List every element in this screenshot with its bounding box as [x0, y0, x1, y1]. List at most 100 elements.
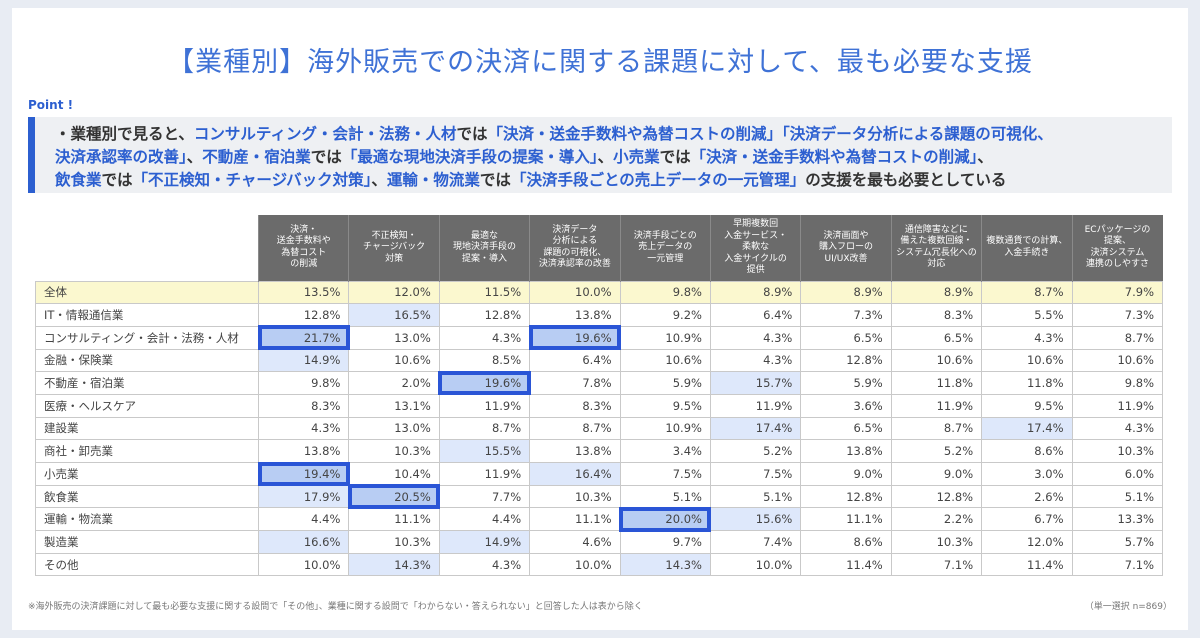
- table-cell: 9.7%: [619, 530, 711, 554]
- table-cell: 2.2%: [890, 507, 983, 532]
- table-cell: 10.9%: [619, 416, 711, 441]
- table-cell: 8.7%: [1071, 325, 1164, 350]
- table-cell: 8.9%: [800, 280, 892, 305]
- table-cell: 4.3%: [438, 552, 531, 577]
- table-cell: 10.3%: [348, 439, 440, 463]
- table-row: コンサルティング・会計・法務・人材 21.7% 13.0% 4.3% 19.6% 10.9…: [35, 325, 1164, 351]
- table-cell: 7.1%: [1071, 552, 1164, 577]
- table-cell: 8.6%: [800, 530, 892, 554]
- row-label: その他: [35, 552, 259, 577]
- point-text: では: [310, 148, 342, 166]
- point-highlight: 不動産・宿泊業: [202, 148, 311, 166]
- column-header: 不正検知・ チャージバック 対策: [348, 215, 440, 281]
- table-cell: 4.3%: [1071, 416, 1164, 441]
- table-cell: 11.1%: [529, 507, 621, 532]
- table-cell: 7.8%: [529, 371, 621, 395]
- table-cell: 6.5%: [800, 325, 892, 350]
- table-cell: 11.9%: [1071, 393, 1164, 418]
- point-line: 決済承認率の改善」、不動産・宿泊業では「最適な現地決済手段の提案・導入」、小売業…: [55, 146, 1172, 169]
- row-label: 飲食業: [35, 484, 259, 509]
- table-cell: 10.0%: [529, 280, 621, 305]
- table-cell: 9.8%: [257, 371, 350, 395]
- table-cell: 13.8%: [529, 303, 621, 327]
- table-header-row: 決済・ 送金手数料や 為替コスト の削減 不正検知・ チャージバック 対策 最適な …: [35, 215, 1163, 281]
- table-cell: 4.3%: [981, 325, 1073, 350]
- point-highlight: 決済承認率の改善」: [55, 148, 187, 166]
- row-label: IT・情報通信業: [35, 303, 259, 327]
- table-cell: 9.8%: [1071, 371, 1164, 395]
- point-text: 、: [597, 148, 614, 166]
- table-cell: 11.8%: [890, 371, 983, 395]
- table-cell: 5.7%: [1071, 530, 1164, 554]
- table-cell: 10.0%: [529, 552, 621, 577]
- table-cell: 17.4%: [981, 416, 1073, 441]
- table-cell: 15.7%: [709, 371, 802, 395]
- table-cell: 4.4%: [438, 507, 531, 532]
- row-label: 金融・保険業: [35, 348, 259, 373]
- table-cell: 5.5%: [981, 303, 1073, 327]
- table-cell: 9.5%: [981, 393, 1073, 418]
- table-cell: 11.9%: [438, 462, 531, 486]
- table-cell: 10.3%: [348, 530, 440, 554]
- table-cell: 5.1%: [709, 484, 802, 509]
- table-cell: 12.8%: [890, 484, 983, 509]
- point-highlight: 小売業: [613, 148, 660, 166]
- row-label: 小売業: [35, 462, 259, 486]
- table-cell: 11.8%: [981, 371, 1073, 395]
- table-cell: 2.6%: [981, 484, 1073, 509]
- row-label: 商社・卸売業: [35, 439, 259, 463]
- row-label: 全体: [35, 280, 259, 305]
- point-highlight: 「決済・送金手数料や為替コストの削減」: [690, 148, 978, 166]
- point-text: では: [101, 171, 133, 189]
- table-cell: 8.7%: [981, 280, 1073, 305]
- table-cell: 14.9%: [438, 530, 531, 554]
- sample-size: （単一選択 n=869）: [1084, 602, 1172, 612]
- table-row: 全体 13.5% 12.0% 11.5% 10.0% 9.8% 8.9% 8.9% 8.9% 8.…: [35, 280, 1164, 305]
- table-cell: 8.7%: [438, 416, 531, 441]
- table-cell: 10.6%: [1071, 348, 1164, 373]
- table-cell: 12.0%: [981, 530, 1073, 554]
- point-text: 、: [371, 171, 387, 189]
- table-cell: 9.0%: [800, 462, 892, 486]
- table-cell: 14.3%: [619, 552, 711, 577]
- table-cell: 8.7%: [529, 416, 621, 441]
- table-cell: 7.3%: [1071, 303, 1164, 327]
- table-row: その他 10.0% 14.3% 4.3% 10.0% 14.3% 10.0% 11.4% 7.1…: [35, 552, 1164, 577]
- highlighted-cell: 20.0%: [619, 506, 712, 532]
- table-cell: 10.0%: [709, 552, 802, 577]
- table-cell: 14.3%: [348, 552, 440, 577]
- point-text: ・業種別で見ると、: [55, 125, 194, 143]
- table-cell: 7.3%: [800, 303, 892, 327]
- table-cell: 12.0%: [348, 280, 440, 305]
- table-cell: 5.9%: [619, 371, 711, 395]
- table-cell: 10.3%: [1071, 439, 1164, 463]
- table-cell: 8.3%: [257, 393, 350, 418]
- row-label: 建設業: [35, 416, 259, 441]
- table-cell: 5.9%: [800, 371, 892, 395]
- table-cell: 17.4%: [709, 416, 802, 441]
- table-cell: 11.4%: [800, 552, 892, 577]
- point-highlight: 「不正検知・チャージバック対策」: [132, 171, 372, 189]
- point-text: 、: [186, 148, 203, 166]
- table-row: 医療・ヘルスケア 8.3% 13.1% 11.9% 8.3% 9.5% 11.9% 3.6% 1…: [35, 393, 1164, 418]
- table-cell: 12.8%: [800, 484, 892, 509]
- column-header: 決済データ 分析による 課題の可視化、 決済承認率の改善: [529, 215, 621, 281]
- point-line: ・業種別で見ると、コンサルティング・会計・法務・人材では「決済・送金手数料や為替…: [55, 123, 1172, 146]
- table-cell: 10.6%: [348, 348, 440, 373]
- column-header: 決済・ 送金手数料や 為替コスト の削減: [257, 215, 349, 281]
- table-cell: 3.6%: [800, 393, 892, 418]
- table-cell: 4.3%: [438, 325, 531, 350]
- column-header: 通信障害などに 備えた複数回線・ システム冗長化への 対応: [890, 215, 982, 281]
- table-cell: 5.2%: [890, 439, 983, 463]
- table-cell: 6.7%: [981, 507, 1073, 532]
- table-cell: 13.8%: [257, 439, 350, 463]
- row-label: 不動産・宿泊業: [35, 371, 259, 395]
- point-highlight: コンサルティング・会計・法務・人材: [193, 125, 457, 143]
- table-cell: 11.5%: [438, 280, 531, 305]
- table-cell: 6.5%: [800, 416, 892, 441]
- table-cell: 11.1%: [348, 507, 440, 532]
- point-highlight: 飲食業: [55, 171, 102, 189]
- table-cell: 8.5%: [438, 348, 531, 373]
- table-cell: 12.8%: [257, 303, 350, 327]
- results-table: 決済・ 送金手数料や 為替コスト の削減 不正検知・ チャージバック 対策 最適な …: [35, 215, 1164, 577]
